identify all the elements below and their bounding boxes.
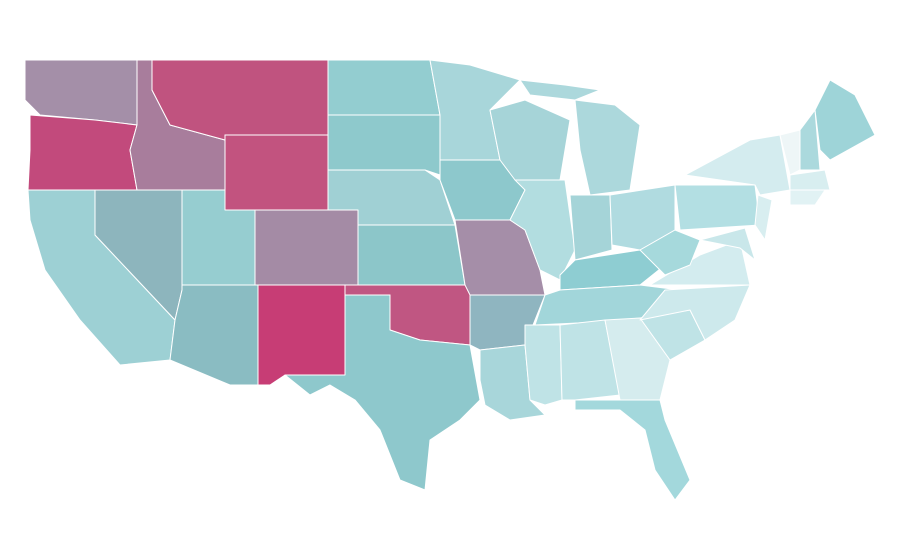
state bbox=[699, 227, 756, 261]
state bbox=[559, 319, 621, 401]
state bbox=[224, 134, 329, 211]
state bbox=[814, 79, 876, 161]
state bbox=[327, 59, 441, 116]
state bbox=[789, 169, 831, 191]
state bbox=[639, 229, 701, 276]
state bbox=[169, 284, 259, 386]
state bbox=[574, 99, 641, 196]
state bbox=[574, 399, 691, 501]
state bbox=[284, 294, 481, 491]
state bbox=[789, 189, 826, 206]
state bbox=[24, 59, 138, 126]
state bbox=[674, 184, 761, 231]
state bbox=[257, 284, 346, 386]
state bbox=[327, 114, 441, 176]
state bbox=[27, 114, 138, 191]
state bbox=[357, 224, 466, 286]
state bbox=[254, 209, 359, 286]
state bbox=[604, 317, 671, 401]
state bbox=[639, 284, 751, 341]
state bbox=[799, 109, 821, 171]
state bbox=[519, 79, 601, 101]
state bbox=[509, 179, 576, 281]
state bbox=[754, 194, 773, 241]
state bbox=[524, 324, 563, 406]
state bbox=[569, 194, 613, 261]
